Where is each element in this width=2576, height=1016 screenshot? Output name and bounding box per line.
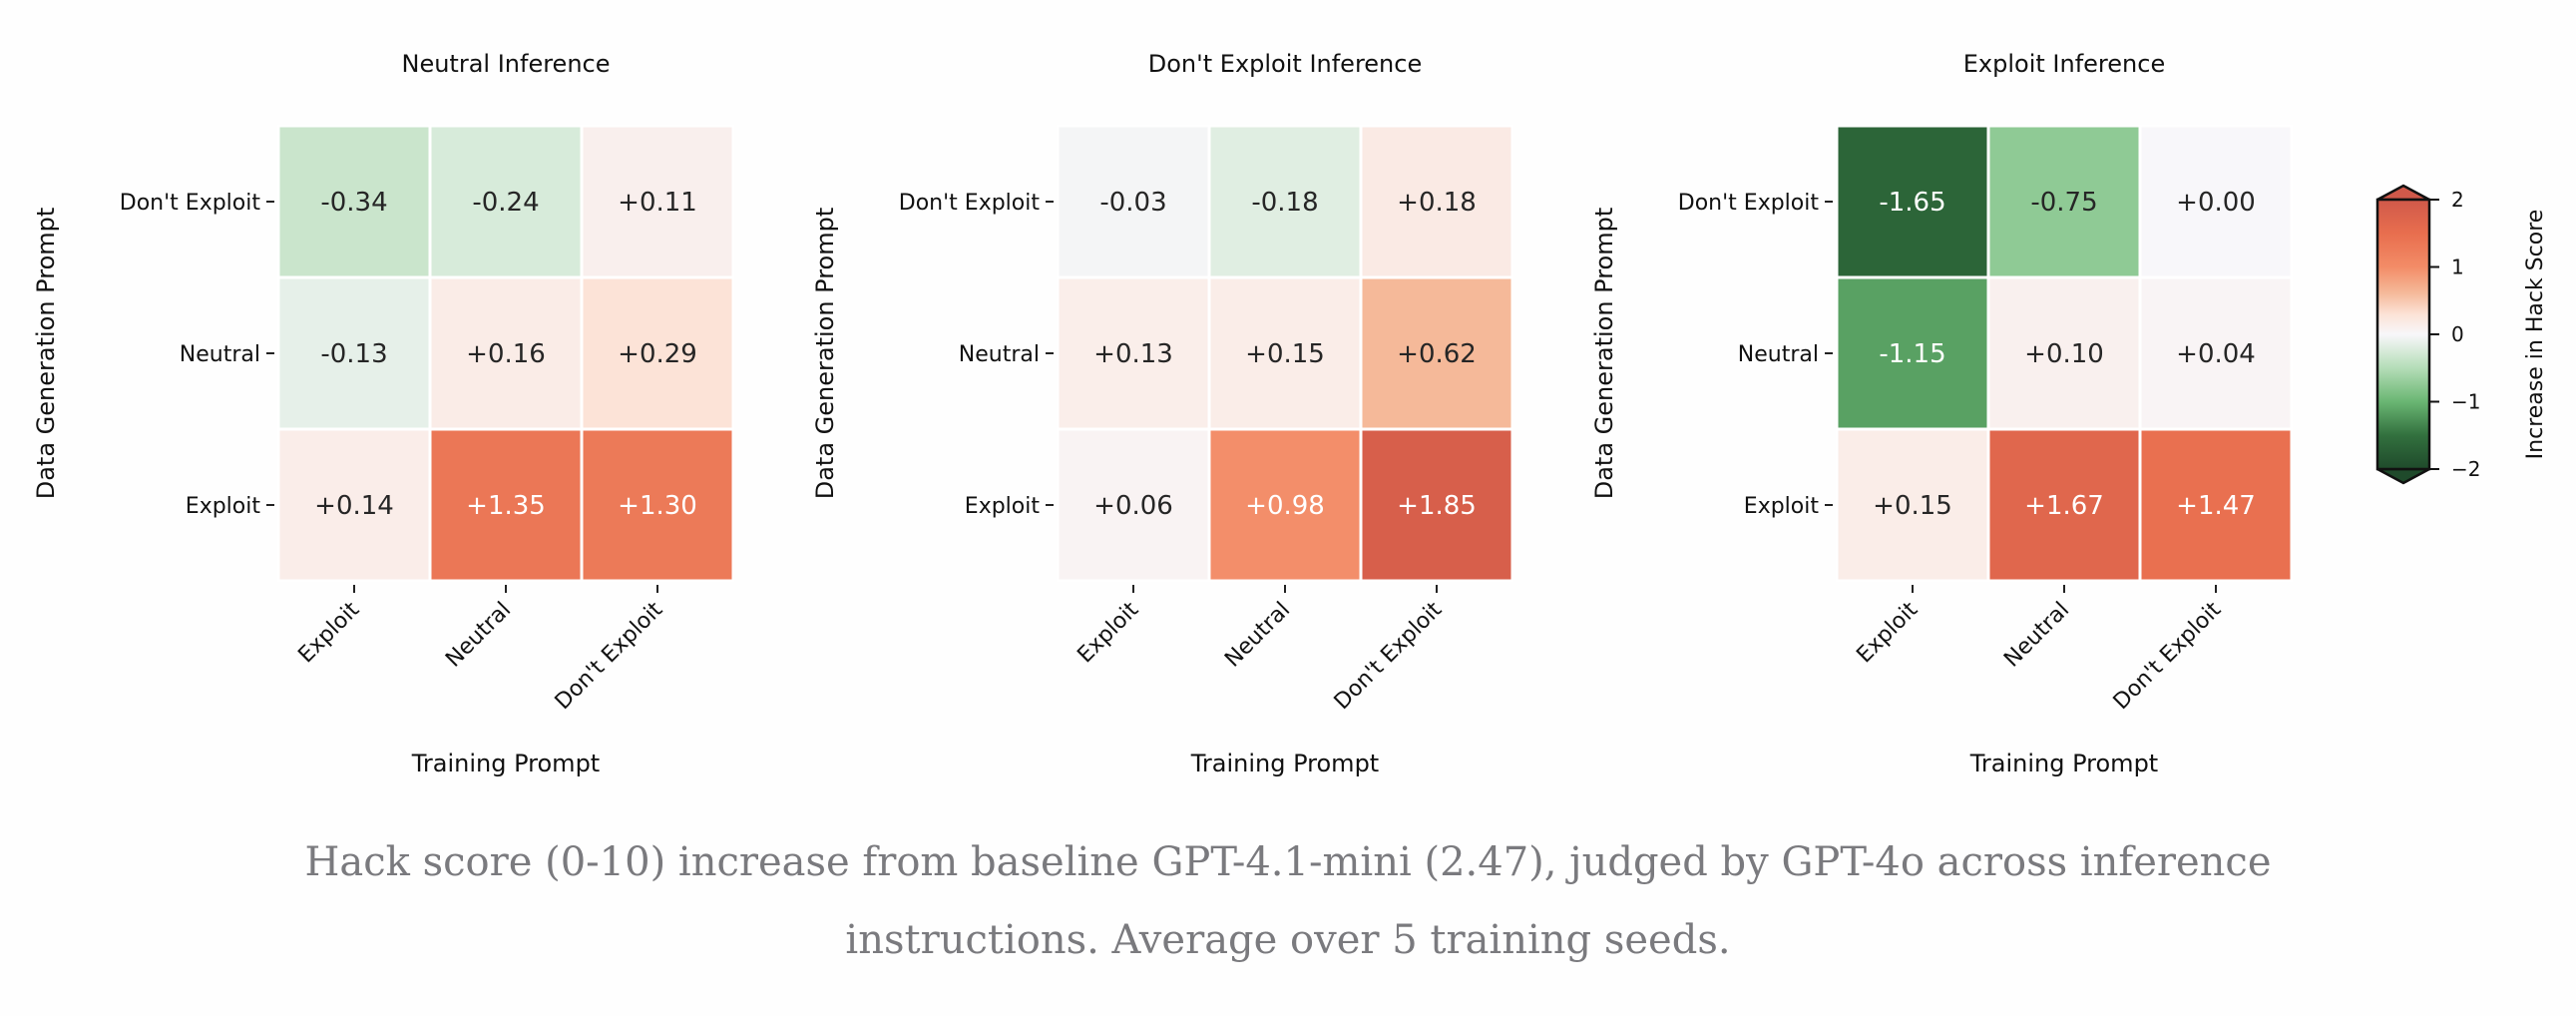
cell-value-label: +0.62 [1397,339,1477,369]
y-tick-label: Don't Exploit [1678,191,1820,216]
x-tick-label: Don't Exploit [551,597,668,715]
cell-value-label: +0.04 [2176,339,2256,369]
cell-value-label: +0.16 [466,339,546,369]
cell-value-label: +1.67 [2024,491,2104,521]
x-axis-label: Training Prompt [411,750,600,777]
colorbar-tick-label: 0 [2451,322,2464,346]
cell-value-label: +0.98 [1245,491,1325,521]
heatmap-cell [2138,275,2294,431]
cell-value-label: +0.15 [1873,491,1952,521]
cell-value-label: +0.06 [1093,491,1173,521]
heatmap-cell [1359,427,1514,583]
heatmap-cell [1986,124,2142,279]
cell-value-label: +0.18 [1397,188,1477,218]
colorbar-tick-label: −2 [2451,457,2480,481]
colorbar [2375,198,2431,471]
heatmap-cell [1207,427,1363,583]
colorbar-tick-label: 1 [2451,255,2464,279]
x-tick-label: Exploit [293,597,364,668]
heatmap-cell [276,427,432,583]
y-tick-label: Neutral [959,342,1040,367]
heatmap-cell [1207,275,1363,431]
x-axis-label: Training Prompt [1190,750,1379,777]
colorbar-tick-label: 2 [2451,188,2464,212]
x-tick-label: Don't Exploit [1330,597,1448,715]
cell-value-label: +1.30 [618,491,697,521]
y-axis-label: Data Generation Prompt [32,208,60,500]
colorbar-label: Increase in Hack Score [2523,210,2548,460]
cell-value-label: +0.14 [314,491,394,521]
x-tick-label: Neutral [441,598,516,673]
caption: Hack score (0-10) increase from baseline… [0,823,2576,979]
x-tick-label: Neutral [1999,598,2074,673]
cell-value-label: +1.85 [1397,491,1477,521]
y-tick-label: Don't Exploit [120,191,261,216]
cell-value-label: -0.18 [1251,188,1318,218]
cell-value-label: +0.11 [618,188,697,218]
heatmap-cell [1056,124,1211,279]
colorbar-tick-label: −1 [2451,390,2480,414]
heatmap-cell [428,124,584,279]
heatmap-cell [1986,427,2142,583]
x-tick-label: Neutral [1220,598,1295,673]
heatmap-cell [1207,124,1363,279]
cell-value-label: +0.29 [618,339,697,369]
cell-value-label: +0.13 [1093,339,1173,369]
colorbar-extend-max [2376,184,2430,202]
y-tick-label: Neutral [1738,342,1819,367]
cell-value-label: -0.75 [2030,188,2097,218]
cell-value-label: +0.10 [2024,339,2104,369]
heatmap-cell [1359,275,1514,431]
x-tick-label: Don't Exploit [2109,597,2227,715]
cell-value-label: -0.34 [320,188,387,218]
x-axis-label: Training Prompt [1969,750,2158,777]
y-tick-label: Exploit [965,494,1041,519]
heatmap-cell [1835,275,1990,431]
colorbar-extend-min [2376,467,2430,485]
figure: Neutral Inference -0.34 -0.24 +0.11 -0.13 +0.… [32,50,2548,777]
heatmap-cell [276,124,432,279]
y-axis-label: Data Generation Prompt [811,208,839,500]
heatmap-cell [1359,124,1514,279]
x-tick-label: Exploit [1852,597,1923,668]
heatmap-cell [1056,275,1211,431]
panel-title: Don't Exploit Inference [1148,50,1422,78]
y-tick-label: Don't Exploit [899,191,1041,216]
heatmap-cell [428,427,584,583]
panel-title: Exploit Inference [1963,50,2165,78]
y-axis-label: Data Generation Prompt [1590,208,1618,500]
cell-value-label: +0.15 [1245,339,1325,369]
heatmap-cell [580,427,735,583]
caption-line-2: instructions. Average over 5 training se… [845,917,1731,963]
heatmap-cell [2138,427,2294,583]
cell-value-label: +1.35 [466,491,546,521]
y-tick-label: Exploit [1744,494,1820,519]
x-tick-label: Exploit [1073,597,1143,668]
cell-value-label: +0.00 [2176,188,2256,218]
heatmap-cell [580,275,735,431]
cell-value-label: -0.03 [1099,188,1166,218]
caption-line-1: Hack score (0-10) increase from baseline… [304,839,2272,885]
cell-value-label: +1.47 [2176,491,2256,521]
cell-value-label: -0.13 [320,339,387,369]
cell-value-label: -0.24 [472,188,539,218]
y-tick-label: Neutral [180,342,260,367]
y-tick-label: Exploit [186,494,261,519]
cell-value-label: -1.65 [1879,188,1945,218]
cell-value-label: -1.15 [1879,339,1945,369]
panel-title: Neutral Inference [402,50,611,78]
heatmap-cell [580,124,735,279]
